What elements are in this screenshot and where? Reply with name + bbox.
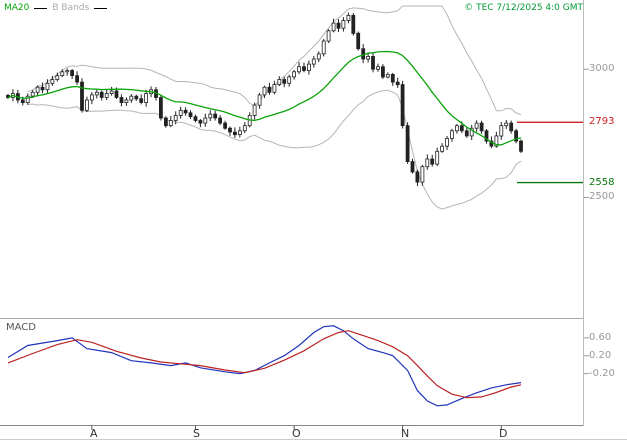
macd-tick-label: -0.20	[589, 368, 615, 379]
bbands-legend-label: B Bands	[52, 3, 90, 13]
macd-panel-title: MACD	[6, 322, 36, 333]
month-label: A	[90, 427, 98, 440]
support-level-label: 2558	[589, 177, 615, 188]
copyright-text: © TEC 7/12/2025 4:0 GMT	[464, 3, 583, 13]
ma20-line	[7, 50, 522, 146]
bollinger-bands	[27, 5, 522, 210]
target-levels	[517, 121, 584, 184]
chart-legend: MA20 B Bands	[4, 3, 108, 13]
month-label: O	[292, 427, 301, 440]
bbands-legend-swatch	[94, 7, 108, 9]
macd-tick-label: 0.20	[589, 350, 612, 361]
candles-layer	[6, 12, 523, 187]
macd-tick-label: 0.60	[589, 332, 612, 343]
price-tick-label: 2500	[589, 191, 615, 202]
ma20-legend-swatch	[34, 7, 48, 9]
price-tick-label: 3000	[589, 63, 615, 74]
resistance-level-label: 2793	[589, 116, 615, 127]
month-label: S	[193, 427, 200, 440]
month-label: N	[401, 427, 410, 440]
month-label: D	[499, 427, 508, 440]
ma20-legend-label: MA20	[4, 3, 30, 13]
macd-lines	[7, 325, 522, 407]
